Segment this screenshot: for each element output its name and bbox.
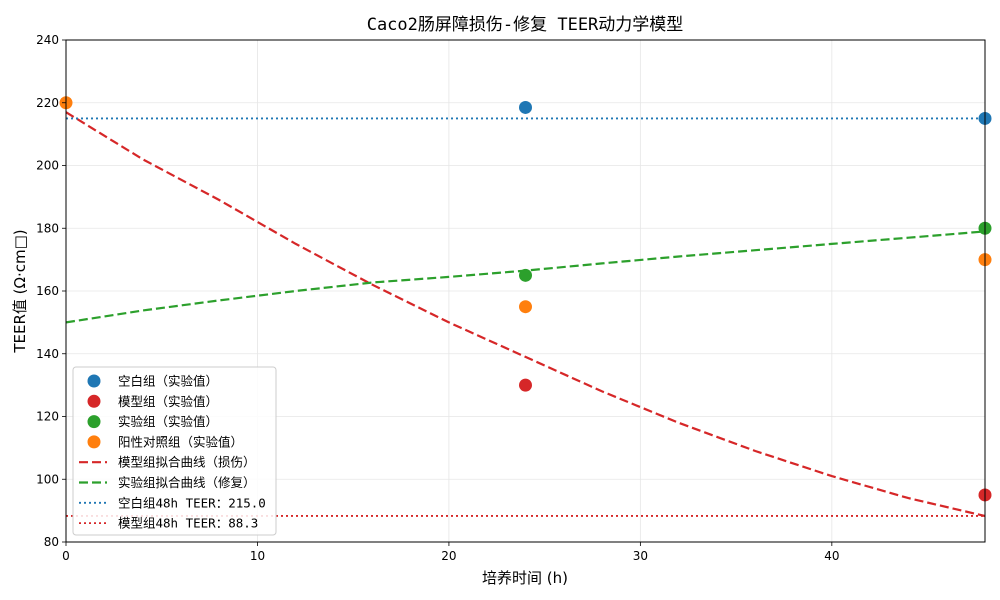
data-point	[519, 378, 532, 392]
legend-label: 空白组48h TEER：215.0	[118, 495, 266, 510]
legend-label: 实验组拟合曲线（修复）	[118, 475, 256, 490]
y-tick-label: 80	[44, 535, 59, 549]
legend-box	[72, 366, 277, 536]
y-axis-title: TEER值 (Ω·cm□)	[11, 229, 29, 353]
data-point	[519, 300, 532, 314]
legend: 空白组（实验值） 模型组（实验值） 实验组（实验值） 阳性对照组（实验值） 模型组拟合曲…	[72, 366, 277, 536]
legend-marker	[87, 415, 101, 429]
legend-label: 阳性对照组（实验值）	[118, 434, 243, 449]
data-point	[519, 268, 532, 282]
legend-label: 模型组48h TEER：88.3	[118, 516, 258, 531]
chart-title: Caco2肠屏障损伤-修复 TEER动力学模型	[367, 15, 684, 35]
x-tick-label: 40	[824, 549, 839, 563]
x-tick-label: 0	[62, 549, 70, 563]
legend-label: 模型组（实验值）	[118, 394, 218, 409]
x-axis-title: 培养时间 (h)	[482, 569, 568, 587]
legend-marker	[87, 394, 101, 408]
axis-ticks: 0 10 20 30 40 80 100 120 140 160 180 200 220 240	[36, 33, 839, 563]
legend-label: 实验组（实验值）	[118, 414, 218, 429]
legend-marker	[87, 374, 101, 388]
y-tick-label: 100	[36, 472, 59, 486]
legend-label: 模型组拟合曲线（损伤）	[118, 455, 256, 470]
y-tick-label: 240	[36, 33, 59, 47]
y-tick-label: 140	[36, 347, 59, 361]
data-point	[519, 100, 532, 114]
x-tick-label: 10	[250, 549, 265, 563]
x-tick-label: 20	[441, 549, 456, 563]
y-tick-label: 200	[36, 159, 59, 173]
y-tick-label: 120	[36, 410, 59, 424]
plot-area	[59, 96, 992, 518]
y-tick-label: 220	[36, 96, 59, 110]
legend-marker	[87, 435, 101, 449]
legend-label: 空白组（实验值）	[118, 374, 218, 389]
fit-curve	[66, 111, 985, 518]
y-tick-label: 180	[36, 221, 59, 235]
x-tick-label: 30	[633, 549, 648, 563]
y-tick-label: 160	[36, 284, 59, 298]
